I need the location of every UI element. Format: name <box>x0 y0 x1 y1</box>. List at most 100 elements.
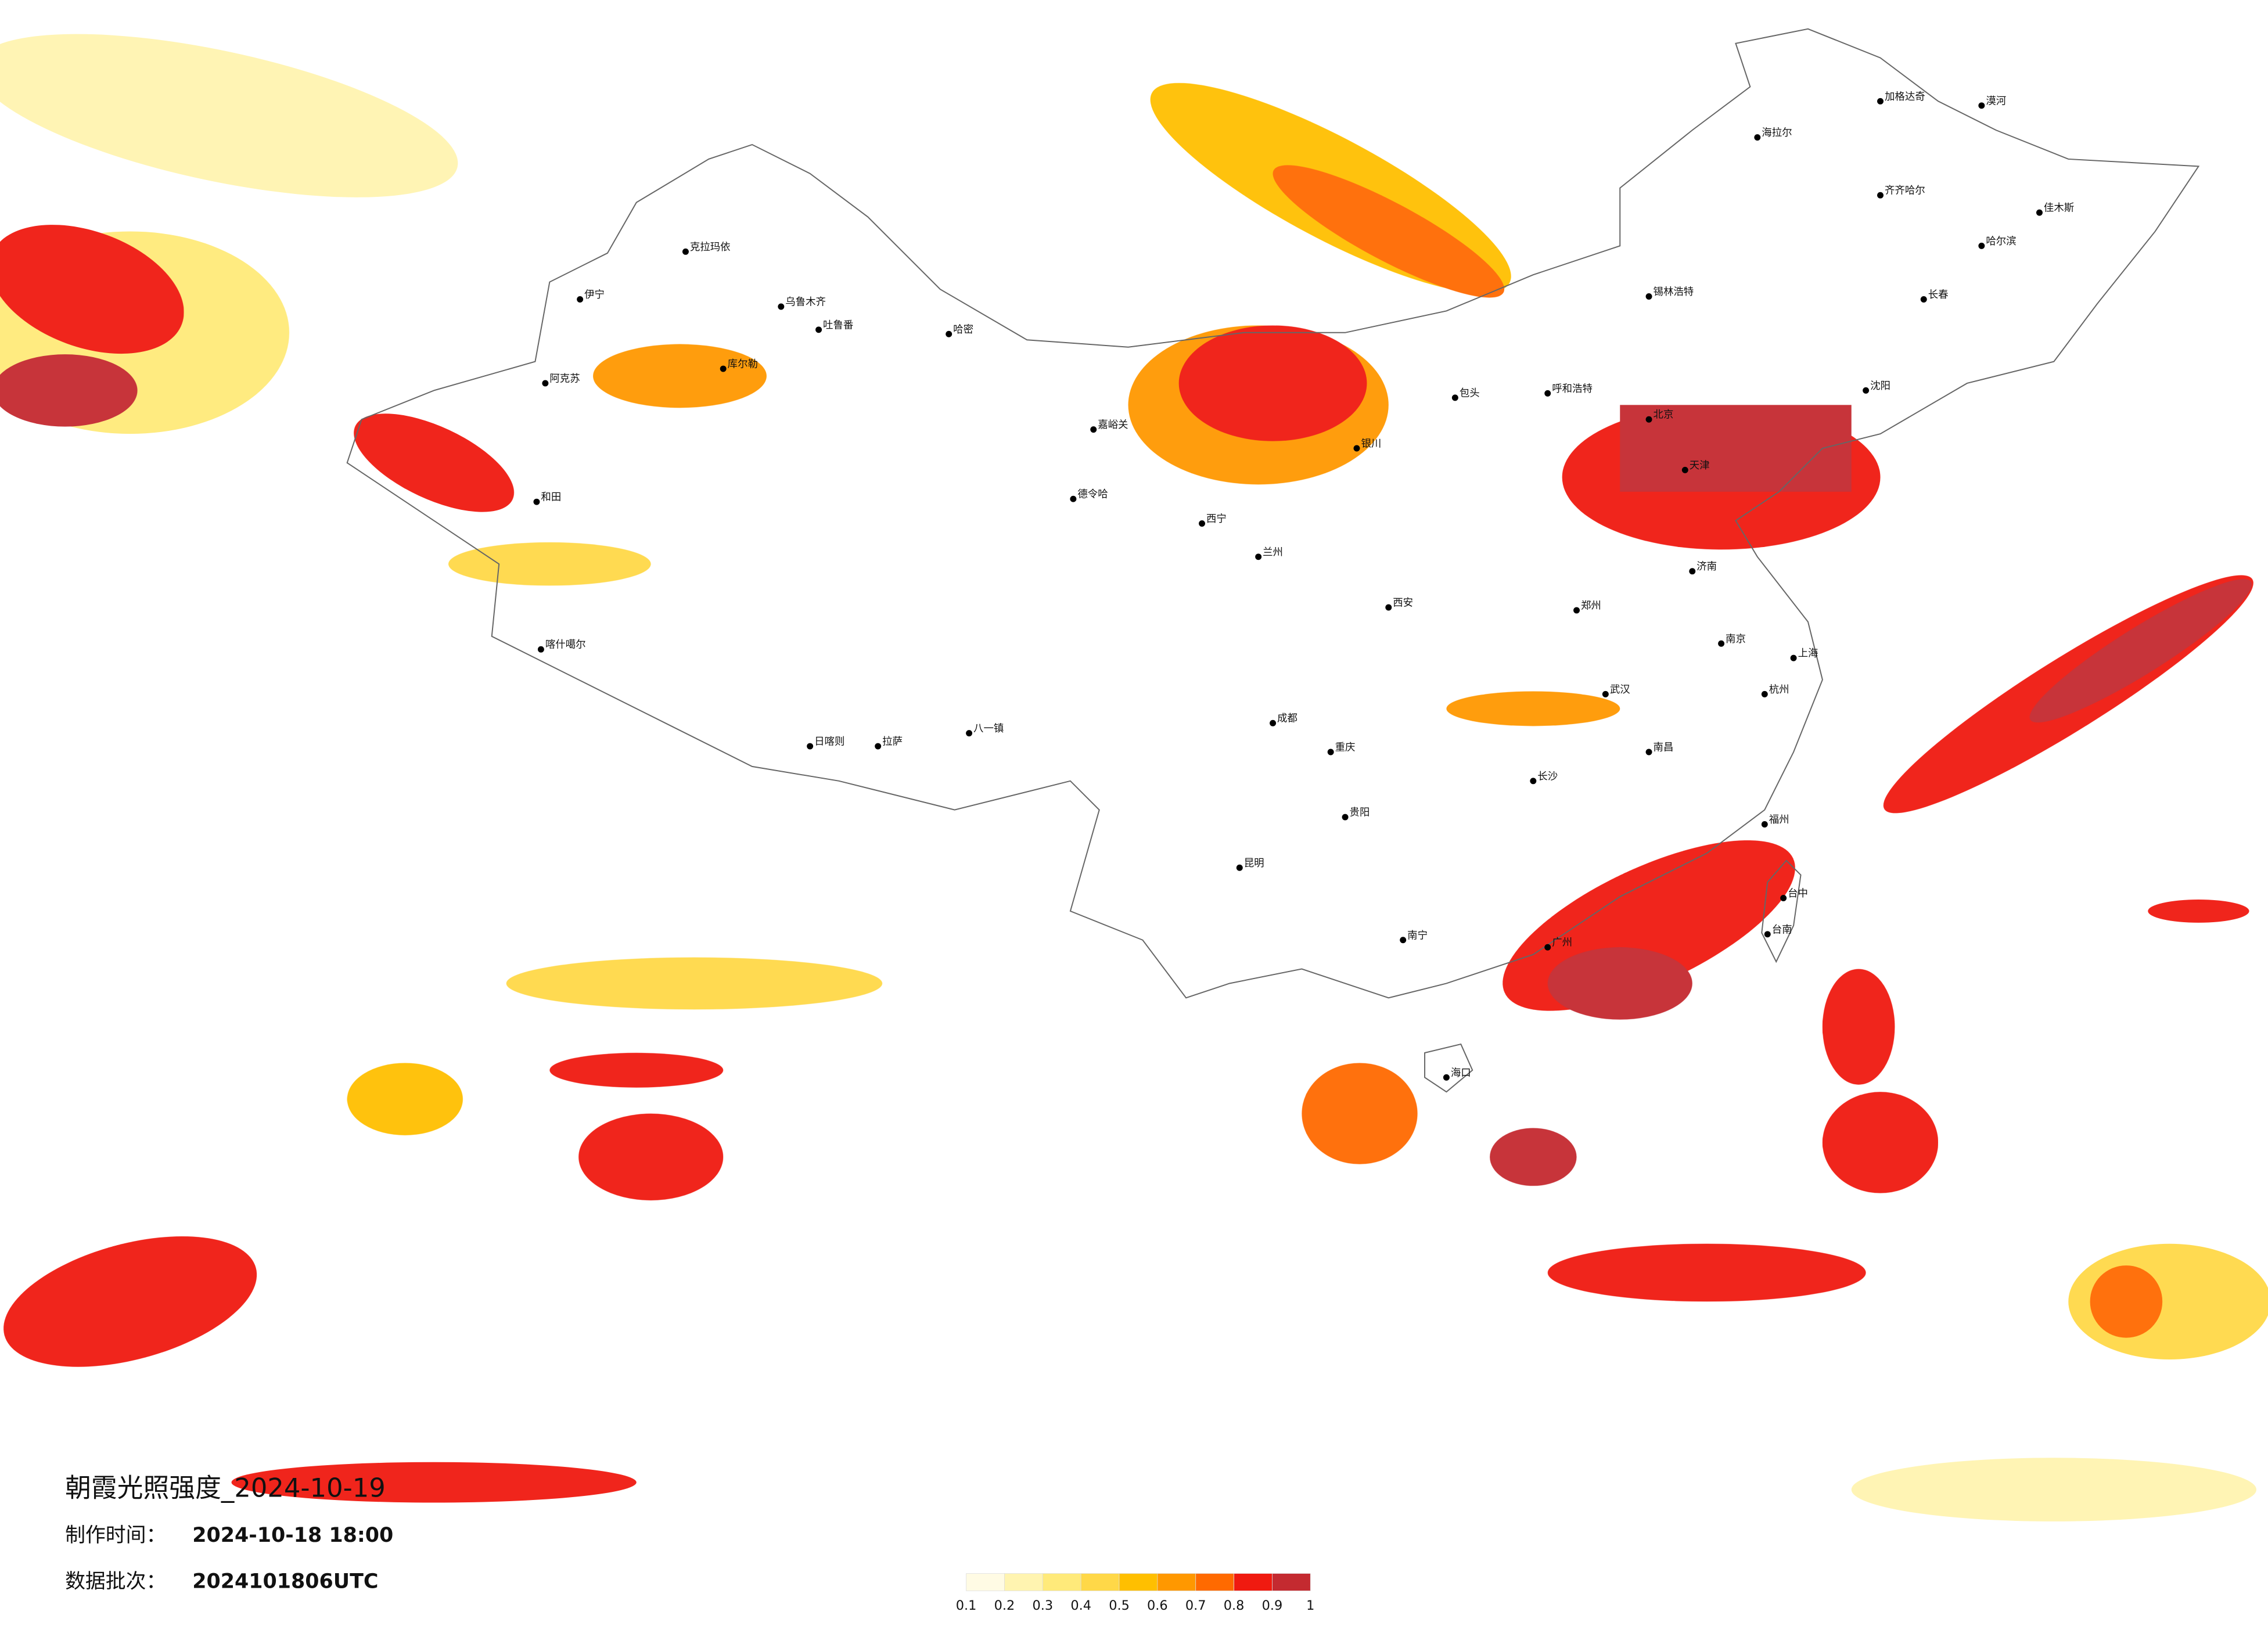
city-label: 沈阳 <box>1870 380 1890 392</box>
china-outline <box>346 28 2200 999</box>
city-label: 伊宁 <box>584 289 605 301</box>
city-dot <box>1199 520 1206 527</box>
city-label: 银川 <box>1361 438 1381 450</box>
city-dot <box>1780 895 1787 902</box>
taiwan-outline <box>1761 859 1802 963</box>
city-dot <box>1443 1074 1450 1081</box>
colorbar-tick-label: 0.4 <box>1070 1598 1091 1613</box>
heat-area <box>1547 1243 1866 1302</box>
city-label: 锡林浩特 <box>1654 286 1694 298</box>
city-label: 兰州 <box>1263 546 1283 558</box>
city-label: 乌鲁木齐 <box>785 296 826 308</box>
city-dot <box>1645 293 1652 300</box>
city-dot <box>946 330 953 337</box>
city-label: 北京 <box>1654 409 1674 421</box>
city-label: 昆明 <box>1244 858 1264 869</box>
city-label: 嘉峪关 <box>1098 419 1128 431</box>
city-label: 天津 <box>1690 460 1710 472</box>
city-dot <box>1236 864 1243 871</box>
city-dot <box>1451 394 1458 401</box>
city-dot <box>1544 944 1551 951</box>
city-label: 哈尔滨 <box>1986 236 2016 247</box>
city-label: 西安 <box>1393 597 1413 609</box>
colorbar-tick-label: 0.2 <box>994 1598 1015 1613</box>
heat-area <box>578 1113 724 1201</box>
colorbar-swatch <box>966 1573 1005 1591</box>
city-label: 南昌 <box>1654 742 1674 754</box>
city-dot <box>577 296 584 303</box>
city-dot <box>1761 821 1768 828</box>
colorbar-tick-label: 0.8 <box>1224 1598 1245 1613</box>
hainan-outline <box>1424 1043 1473 1093</box>
heat-area <box>2029 579 2252 723</box>
city-dot <box>1327 749 1334 756</box>
city-label: 济南 <box>1696 561 1717 573</box>
heat-area <box>231 1462 637 1503</box>
city-dot <box>966 730 973 737</box>
city-label: 杭州 <box>1769 684 1789 696</box>
city-dot <box>1573 607 1580 614</box>
colorbar-swatch <box>1080 1573 1120 1591</box>
city-dot <box>1689 568 1696 575</box>
colorbar-swatch <box>1234 1573 1273 1591</box>
city-label: 西宁 <box>1206 513 1227 525</box>
city-label: 台中 <box>1788 888 1808 900</box>
city-dot <box>1920 296 1927 303</box>
heat-area <box>1547 947 1692 1020</box>
city-dot <box>1544 390 1551 397</box>
colorbar-tick-label: 0.9 <box>1262 1598 1283 1613</box>
city-label: 漠河 <box>1986 95 2006 107</box>
city-label: 克拉玛依 <box>690 242 731 253</box>
city-label: 海口 <box>1451 1067 1471 1079</box>
city-label: 喀什噶尔 <box>545 639 586 651</box>
city-dot <box>1790 654 1797 661</box>
heat-area <box>506 957 883 1010</box>
city-label: 上海 <box>1798 648 1818 660</box>
city-dot <box>1342 814 1349 821</box>
city-label: 日喀则 <box>814 736 844 748</box>
city-dot <box>1877 98 1884 105</box>
heat-area <box>1620 405 1852 492</box>
heat-area <box>1178 325 1367 441</box>
city-label: 和田 <box>541 492 561 503</box>
made-time-label: 制作时间： <box>65 1524 166 1547</box>
city-dot <box>1978 242 1985 249</box>
heat-area <box>1302 1063 1418 1164</box>
city-dot <box>1255 553 1262 560</box>
city-label: 拉萨 <box>882 736 903 748</box>
heat-area <box>0 225 184 354</box>
city-label: 武汉 <box>1610 684 1630 696</box>
colorbar: 0.1 0.2 0.3 0.4 0.5 0.6 0.7 0.8 0.9 1 <box>956 1573 1314 1613</box>
heat-area <box>347 1063 463 1135</box>
city-dot <box>875 743 882 750</box>
city-dot <box>1385 604 1392 611</box>
colorbar-tick-label: 0.1 <box>956 1598 977 1613</box>
colorbar-tick-label: 0.7 <box>1185 1598 1206 1613</box>
made-time-value: 2024-10-18 18:00 <box>192 1524 393 1547</box>
heat-area <box>1822 1092 1939 1193</box>
heat-area <box>1822 969 1895 1085</box>
city-dot <box>1070 495 1077 502</box>
city-label: 呼和浩特 <box>1552 383 1593 395</box>
colorbar-swatch <box>1195 1573 1234 1591</box>
city-dot <box>1090 426 1097 433</box>
city-dot <box>542 380 549 387</box>
city-label: 库尔勒 <box>728 359 758 370</box>
city-label: 成都 <box>1277 713 1297 725</box>
city-label: 哈密 <box>953 324 973 336</box>
city-dot <box>1353 445 1360 452</box>
city-label: 郑州 <box>1581 600 1601 611</box>
city-dot <box>1270 720 1277 726</box>
heat-area <box>3 1236 257 1367</box>
city-label: 加格达奇 <box>1885 91 1925 103</box>
heat-area <box>448 542 651 586</box>
city-label: 阿克苏 <box>549 373 580 384</box>
city-dot <box>1645 416 1652 423</box>
city-dot <box>778 303 785 310</box>
city-label: 吐鲁番 <box>823 319 853 331</box>
city-label: 长春 <box>1928 289 1949 301</box>
city-dot <box>533 498 540 505</box>
city-label: 南宁 <box>1407 930 1428 941</box>
heat-area <box>1446 691 1620 726</box>
